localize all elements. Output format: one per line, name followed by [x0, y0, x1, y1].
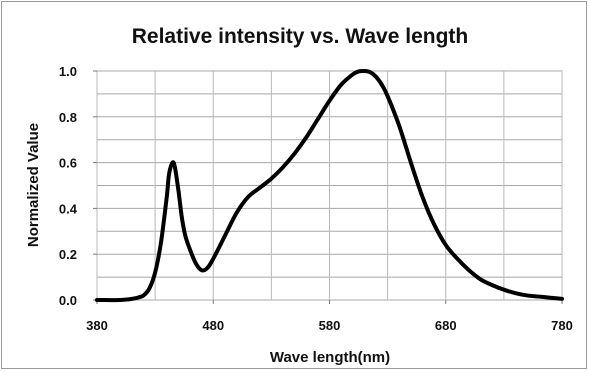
x-tick-label: 480 — [202, 318, 224, 333]
y-tick-label: 0.0 — [59, 293, 77, 308]
y-tick-label: 0.6 — [59, 156, 77, 171]
y-tick-label: 0.2 — [59, 247, 77, 262]
grid-lines — [96, 70, 563, 301]
series-group — [95, 68, 564, 303]
y-tick-label: 1.0 — [59, 64, 77, 79]
x-tick-label: 580 — [319, 318, 341, 333]
y-axis-ticks: 0.0 0.2 0.4 0.6 0.8 1.0 — [59, 64, 97, 308]
y-tick-label: 0.8 — [59, 110, 77, 125]
x-tick-label: 680 — [435, 318, 457, 333]
chart-title: Relative intensity vs. Wave length — [132, 25, 469, 48]
y-tick-label: 0.4 — [59, 201, 78, 216]
series-line-0 — [95, 68, 564, 303]
x-axis-ticks: 380 480 580 680 780 — [86, 300, 573, 333]
x-tick-label: 380 — [86, 318, 108, 333]
x-axis-title: Wave length(nm) — [270, 349, 390, 366]
x-tick-label: 780 — [551, 318, 573, 333]
y-axis-title: Normalized Value — [25, 123, 42, 247]
